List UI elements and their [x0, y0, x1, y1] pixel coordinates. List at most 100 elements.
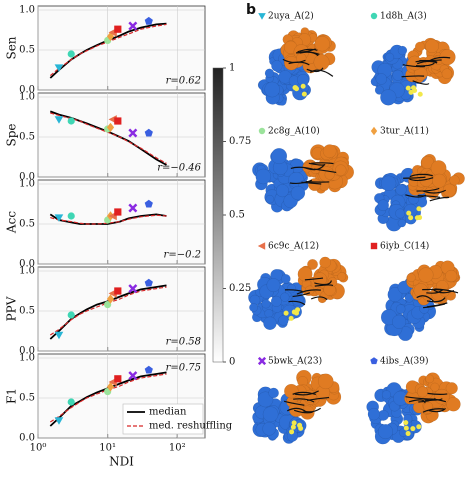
- surface-atom: [264, 81, 281, 98]
- highlight-marker: [114, 287, 122, 295]
- highlight-marker: [128, 203, 138, 213]
- y-tick-label: 0.0: [19, 172, 35, 183]
- y-axis-label: PPV: [5, 296, 19, 321]
- surface-atom: [255, 168, 272, 185]
- highlight-marker: [144, 16, 153, 25]
- highlight-marker: [128, 128, 138, 138]
- surface-atom: [265, 194, 275, 204]
- ribbon: [416, 187, 440, 192]
- surface-atom: [263, 316, 277, 331]
- surface-atom: [266, 278, 281, 293]
- highlight-marker: [114, 208, 122, 216]
- surface-atom: [425, 374, 435, 384]
- highlight-marker: [54, 331, 64, 340]
- highlight-marker: [114, 375, 122, 383]
- colorbar-label: 0.25: [229, 283, 251, 294]
- y-tick-label: 0.0: [19, 259, 35, 270]
- highlight-marker: [106, 382, 115, 392]
- ribbon: [429, 196, 450, 202]
- ribbon: [426, 289, 443, 294]
- surface-atom: [449, 175, 460, 186]
- surface-atom: [441, 68, 453, 80]
- ribbon: [305, 181, 330, 183]
- series-line: [49, 373, 167, 423]
- annotation: r=−0.46: [157, 163, 201, 174]
- highlight-marker: [128, 284, 138, 294]
- surface-atom: [380, 175, 397, 192]
- highlight-marker: [114, 117, 122, 125]
- ribbon: [310, 296, 328, 301]
- surface-atom: [264, 68, 275, 78]
- ribbon: [427, 56, 451, 63]
- surface-atom: [257, 391, 274, 408]
- ribbon: [402, 64, 425, 68]
- surface-atom: [395, 304, 406, 314]
- ligand: [412, 87, 418, 93]
- ribbon: [314, 280, 333, 286]
- structure-label: 3tur_A(11): [380, 126, 429, 137]
- ribbon: [418, 397, 436, 403]
- x-tick-label: 10⁰: [30, 443, 47, 454]
- surface-atom: [327, 277, 338, 287]
- ribbon: [403, 176, 426, 179]
- y-axis-label: Acc: [5, 211, 19, 234]
- highlight-marker: [67, 398, 75, 406]
- highlight-marker: [128, 21, 138, 31]
- ligand: [291, 420, 297, 426]
- highlight-marker: [54, 214, 64, 222]
- surface-atom: [381, 390, 392, 400]
- structure: [252, 144, 355, 213]
- ribbon: [288, 300, 306, 306]
- highlight-marker: [104, 301, 112, 309]
- legend-box: [122, 403, 204, 435]
- ligand: [405, 431, 411, 437]
- surface-atom: [423, 401, 434, 412]
- surface-atom: [385, 52, 395, 62]
- legend-marker: [370, 12, 378, 20]
- highlight-marker: [67, 117, 75, 125]
- series-line: [50, 214, 167, 225]
- y-tick-label: 1.0: [19, 353, 35, 364]
- y-tick-label: 0.5: [19, 132, 35, 143]
- colorbar-label: 0.75: [229, 136, 251, 147]
- legend-marker: [257, 242, 266, 250]
- series-line: [49, 284, 167, 340]
- surface-atom: [397, 45, 408, 56]
- surface-atom: [446, 397, 461, 412]
- ribbon: [409, 177, 434, 182]
- surface-atom: [419, 303, 430, 314]
- surface-atom: [261, 299, 271, 309]
- ligand: [293, 85, 299, 91]
- ribbon: [426, 302, 448, 308]
- highlight-marker: [54, 417, 64, 425]
- surface-atom: [281, 274, 291, 284]
- surface-atom: [414, 41, 425, 52]
- ligand: [408, 215, 414, 221]
- ligand: [405, 85, 411, 91]
- legend-label: median: [149, 407, 187, 418]
- ribbon: [283, 400, 305, 406]
- surface-atom: [413, 283, 429, 298]
- ribbon: [285, 289, 303, 293]
- highlight-marker: [54, 116, 64, 124]
- surface-atom: [280, 292, 290, 302]
- surface-atom: [271, 60, 283, 72]
- highlight-marker: [106, 122, 115, 133]
- highlight-marker: [144, 278, 153, 287]
- ligand: [290, 424, 296, 430]
- legend-marker: [257, 356, 267, 366]
- surface-atom: [445, 382, 458, 395]
- y-tick-label: 1.0: [19, 179, 35, 190]
- surface-atom: [317, 373, 334, 390]
- ribbon: [293, 409, 313, 414]
- surface-atom: [377, 423, 394, 440]
- highlight-marker: [54, 64, 64, 72]
- ribbon: [425, 398, 443, 401]
- ribbon: [308, 162, 326, 166]
- surface-atom: [417, 386, 429, 398]
- ligand: [288, 315, 294, 321]
- ribbon: [304, 277, 324, 281]
- structure: [373, 153, 465, 232]
- surface-atom: [392, 69, 404, 81]
- structure: [257, 27, 336, 106]
